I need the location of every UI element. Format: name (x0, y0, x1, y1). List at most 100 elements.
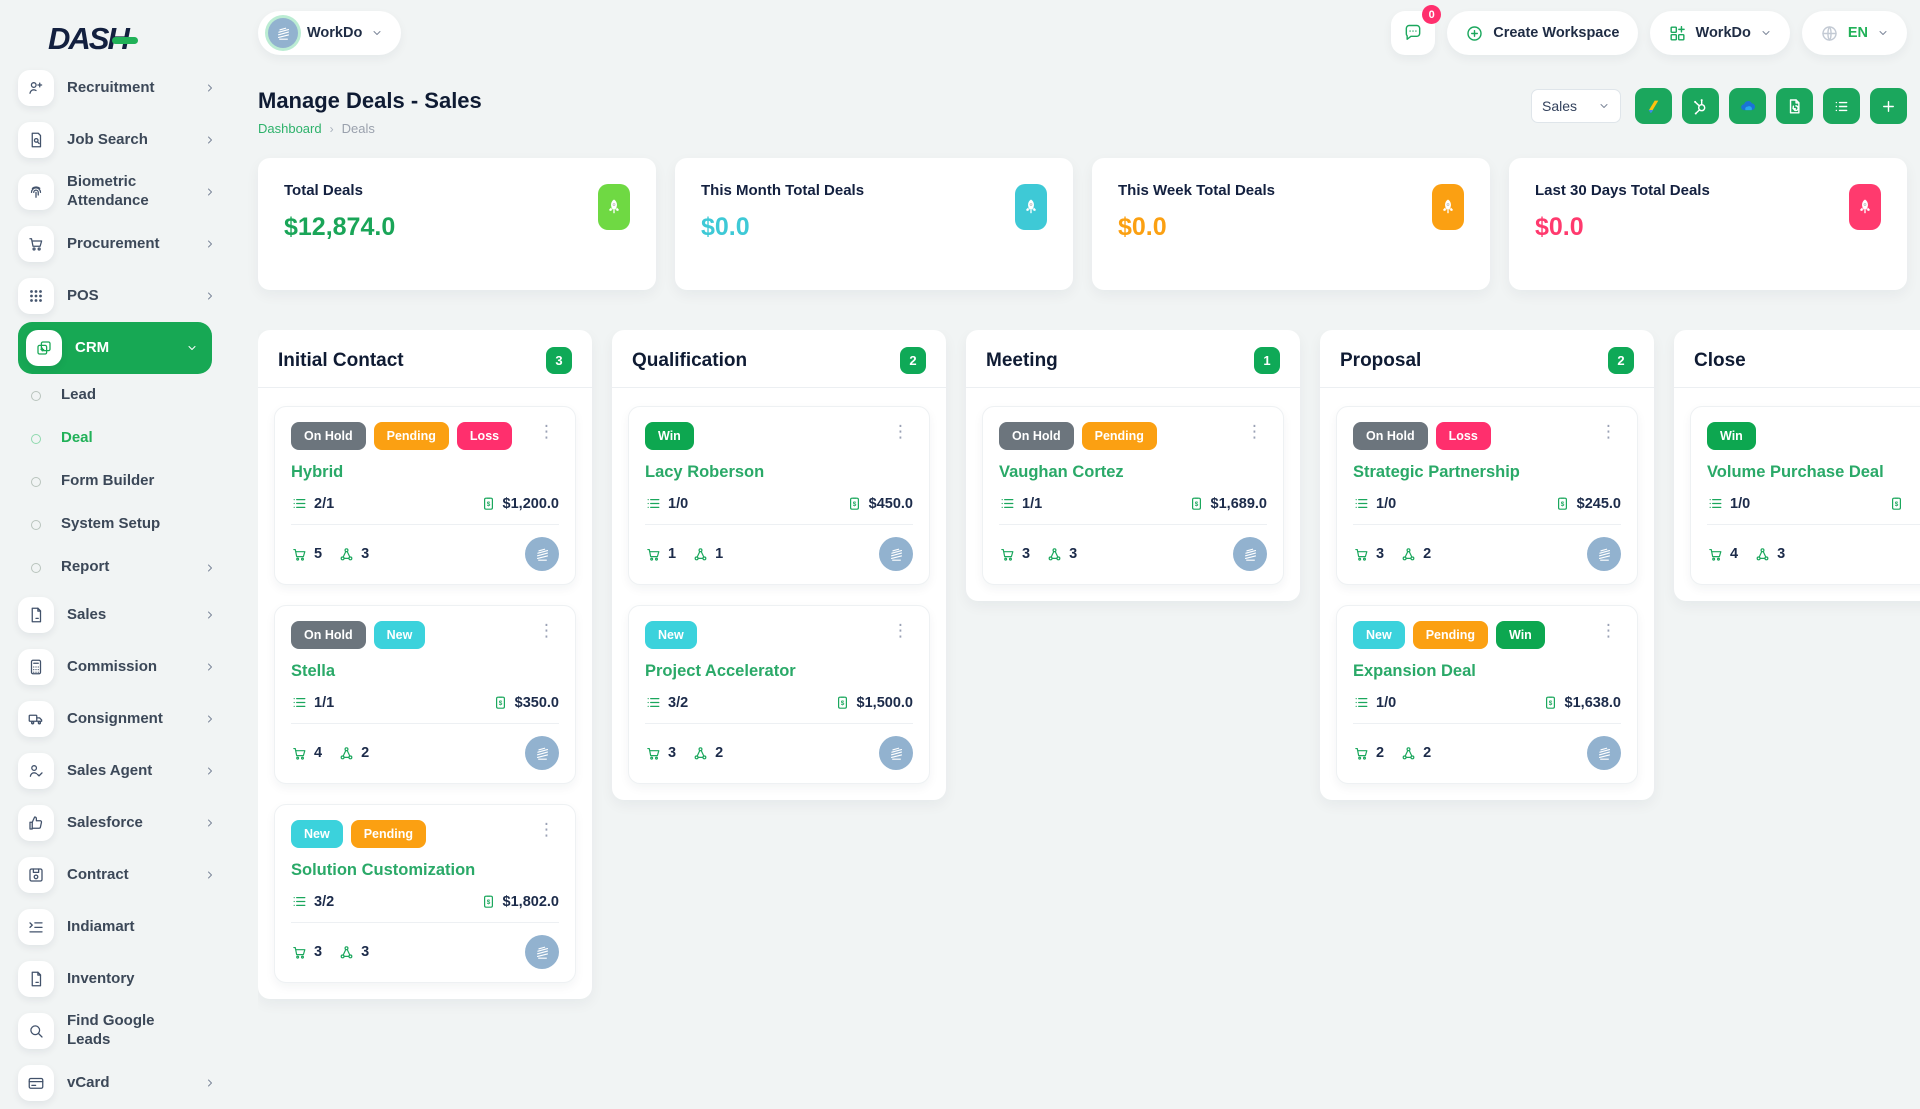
sidebar-subitem-report[interactable]: Report (18, 546, 230, 589)
list-button[interactable] (1823, 88, 1860, 124)
deal-card-volume-purchase-deal[interactable]: Win⋮ Volume Purchase Deal 1/0 $ 4 3 (1690, 406, 1920, 585)
sidebar-subitem-system-setup[interactable]: System Setup (18, 503, 230, 546)
svg-text:$: $ (498, 700, 502, 707)
deal-title-link[interactable]: Expansion Deal (1353, 662, 1476, 680)
card-menu-kebab-icon[interactable]: ⋮ (892, 422, 909, 442)
sources-icon (1048, 547, 1061, 560)
sidebar-item-job-search[interactable]: Job Search (18, 114, 230, 166)
file-icon (18, 597, 54, 633)
deal-card-project-accelerator[interactable]: New ⋮ Project Accelerator 3/2 $ $1,500.0 3… (628, 605, 930, 784)
sidebar-item-vcard[interactable]: vCard (18, 1057, 230, 1109)
assignee-avatar (525, 736, 559, 770)
card-menu-kebab-icon[interactable]: ⋮ (1246, 422, 1263, 442)
tasks-icon (647, 499, 660, 508)
sidebar-item-commission[interactable]: Commission (18, 641, 230, 693)
sidebar-item-consignment[interactable]: Consignment (18, 693, 230, 745)
plus-button[interactable] (1870, 88, 1907, 124)
sidebar-item-recruitment[interactable]: Recruitment (18, 62, 230, 114)
sidebar-item-crm[interactable]: CRM (18, 322, 212, 374)
deal-title-link[interactable]: Lacy Roberson (645, 463, 765, 481)
deal-label-pending: Pending (350, 820, 427, 848)
deal-card-lacy-roberson[interactable]: Win ⋮ Lacy Roberson 1/0 $ $450.0 1 1 (628, 406, 930, 585)
floppy-icon (18, 857, 54, 893)
language-button[interactable]: EN (1801, 11, 1907, 55)
breadcrumb-dashboard-link[interactable]: Dashboard (258, 121, 322, 136)
sidebar-subitem-form-builder[interactable]: Form Builder (18, 460, 230, 503)
deal-sources-count: 2 (1423, 546, 1432, 562)
deal-title-link[interactable]: Stella (291, 662, 336, 680)
deal-products-count: 2 (1376, 745, 1385, 761)
sidebar-subitem-lead[interactable]: Lead (18, 374, 230, 417)
pipeline-select[interactable]: Sales (1531, 89, 1621, 123)
building-icon (1598, 548, 1610, 561)
chevron-right-icon (208, 84, 212, 92)
sidebar-item-find-google-leads[interactable]: Find Google Leads (18, 1005, 230, 1057)
deal-card-strategic-partnership[interactable]: On Hold Loss ⋮ Strategic Partnership 1/0 $… (1336, 406, 1638, 585)
card-menu-kebab-icon[interactable]: ⋮ (538, 621, 555, 641)
rocket-icon (1015, 184, 1047, 230)
rocket-icon (1443, 199, 1453, 214)
deal-card-vaughan-cortez[interactable]: On Hold Pending ⋮ Vaughan Cortez 1/1 $ $1,6… (982, 406, 1284, 585)
apps-menu-button[interactable]: WorkDo (1649, 11, 1790, 55)
card-menu-kebab-icon[interactable]: ⋮ (538, 820, 555, 840)
deal-card-solution-customization[interactable]: New Pending ⋮ Solution Customization 3/2 $… (274, 804, 576, 983)
deal-amount: $1,689.0 (1210, 495, 1267, 512)
deal-title-link[interactable]: Solution Customization (291, 861, 476, 879)
workspace-switcher-button[interactable]: WorkDo (258, 11, 402, 55)
column-title: Qualification (632, 349, 748, 371)
brand-logo[interactable]: DASH (48, 21, 230, 56)
deal-title-link[interactable]: Vaughan Cortez (999, 463, 1124, 481)
tasks-icon (1001, 499, 1014, 508)
card-menu-kebab-icon[interactable]: ⋮ (1600, 621, 1617, 641)
chevron-right-icon (208, 564, 212, 571)
messages-button[interactable]: 0 (1391, 5, 1442, 55)
adsense-button[interactable] (1635, 88, 1672, 124)
deal-title-link[interactable]: Project Accelerator (645, 662, 796, 680)
deal-title-link[interactable]: Hybrid (291, 463, 344, 481)
tasks-icon (647, 698, 660, 707)
sidebar-item-sales-agent[interactable]: Sales Agent (18, 745, 230, 797)
tasks-icon (293, 698, 306, 707)
deal-title-link[interactable]: Strategic Partnership (1353, 463, 1520, 481)
sidebar-item-procurement[interactable]: Procurement (18, 218, 230, 270)
deal-card-hybrid[interactable]: On Hold Pending Loss ⋮ Hybrid 2/1 $ $1,200.0… (274, 406, 576, 585)
sidebar-item-contract[interactable]: Contract (18, 849, 230, 901)
stat-card-this-month-total-deals: This Month Total Deals $0.0 (675, 158, 1073, 290)
deal-card-stella[interactable]: On Hold New ⋮ Stella 1/1 $ $350.0 4 2 (274, 605, 576, 784)
sidebar-item-inventory[interactable]: Inventory (18, 953, 230, 1005)
bullet-icon (31, 390, 41, 401)
hubspot-button[interactable] (1682, 88, 1719, 124)
chevron-right-icon (208, 767, 212, 775)
sidebar-item-biometric-attendance[interactable]: Biometric Attendance (18, 166, 230, 218)
stat-label: This Month Total Deals (701, 182, 865, 199)
card-menu-kebab-icon[interactable]: ⋮ (1600, 422, 1617, 442)
deal-card-expansion-deal[interactable]: New Pending Win ⋮ Expansion Deal 1/0 $ $1,63… (1336, 605, 1638, 784)
money-icon: $ (1557, 497, 1567, 510)
deal-label-win: Win (1496, 621, 1545, 649)
topbar-actions: 0 Create Workspace WorkDo EN (1391, 5, 1907, 55)
sources-icon (1402, 547, 1415, 560)
sidebar-item-pos[interactable]: POS (18, 270, 230, 322)
globe-icon (1822, 25, 1837, 41)
rocket-icon (1849, 184, 1881, 230)
sidebar-subitem-deal[interactable]: Deal (18, 417, 230, 460)
card-menu-kebab-icon[interactable]: ⋮ (892, 621, 909, 641)
deal-amount: $1,200.0 (502, 495, 559, 512)
sources-icon (340, 945, 353, 958)
sidebar-item-salesforce[interactable]: Salesforce (18, 797, 230, 849)
deal-label-on-hold: On Hold (1353, 422, 1428, 450)
cart-icon (18, 226, 54, 262)
onedrive-button[interactable] (1729, 88, 1766, 124)
deal-sources-count: 3 (1777, 546, 1786, 562)
sidebar-item-sales[interactable]: Sales (18, 589, 230, 641)
sidebar-item-indiamart[interactable]: Indiamart (18, 901, 230, 953)
card-menu-kebab-icon[interactable]: ⋮ (538, 422, 555, 442)
toolbar-buttons (1635, 88, 1907, 124)
deal-title-link[interactable]: Volume Purchase Deal (1707, 463, 1884, 481)
deal-products-count: 3 (1376, 546, 1385, 562)
chevron-right-icon (208, 136, 212, 144)
truck-icon (18, 701, 54, 737)
chevron-down-icon (188, 346, 196, 350)
create-workspace-button[interactable]: Create Workspace (1447, 11, 1638, 55)
document-sync-button[interactable] (1776, 88, 1813, 124)
